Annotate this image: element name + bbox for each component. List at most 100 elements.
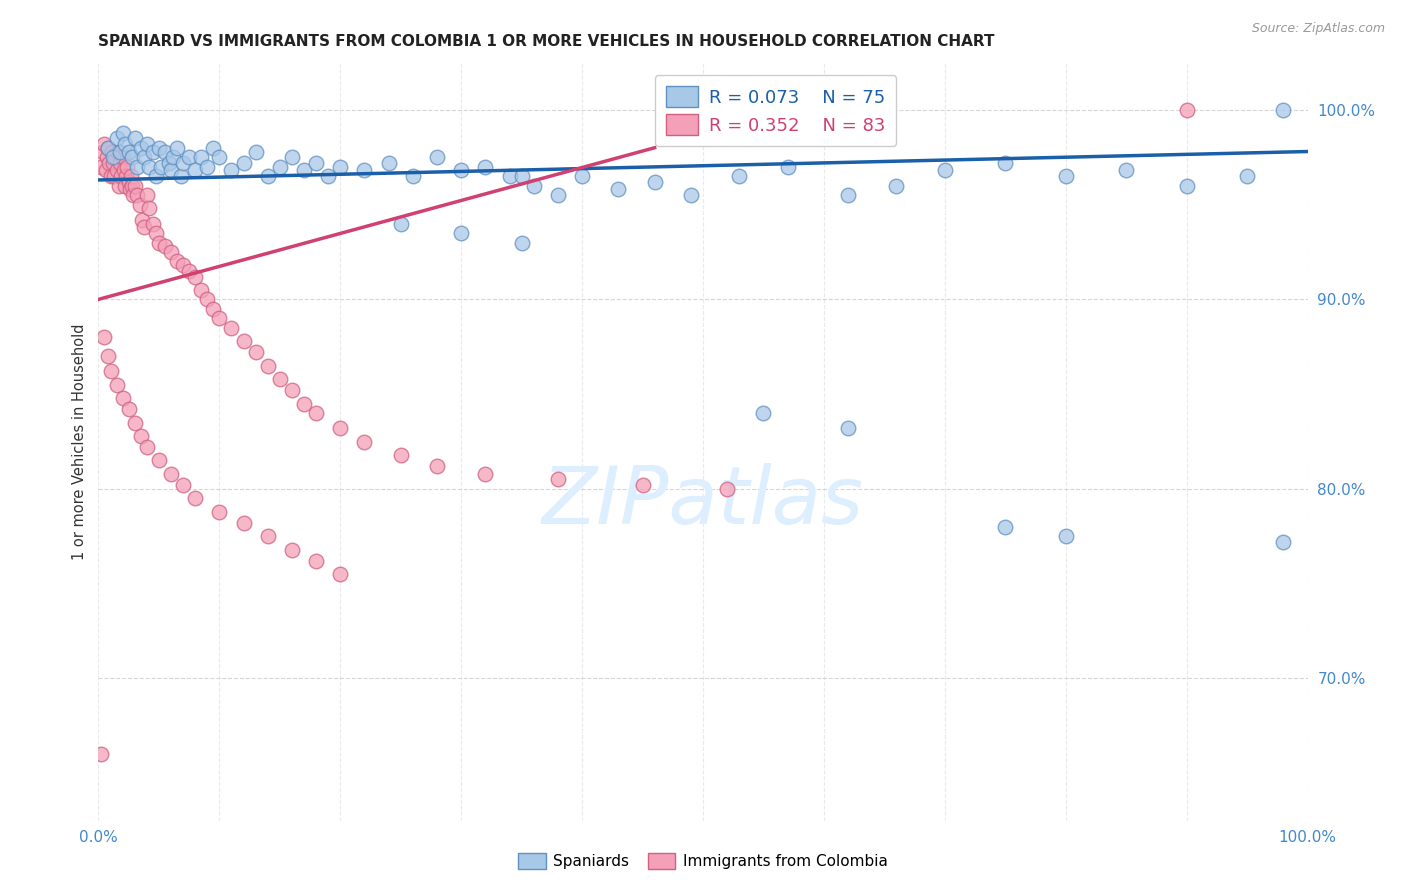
Point	[100, 169, 122, 183]
Point	[269, 160, 291, 174]
Point	[118, 145, 141, 159]
Point	[571, 169, 593, 183]
Point	[202, 301, 225, 316]
Point	[644, 175, 666, 189]
Point	[426, 150, 449, 164]
Point	[153, 239, 176, 253]
Point	[184, 491, 207, 506]
Point	[221, 320, 243, 334]
Point	[256, 359, 278, 373]
Point	[127, 160, 149, 174]
Point	[93, 330, 115, 344]
Point	[402, 169, 425, 183]
Point	[232, 516, 254, 530]
Point	[837, 421, 859, 435]
Point	[114, 178, 136, 193]
Point	[474, 467, 496, 481]
Point	[91, 145, 114, 159]
Point	[90, 160, 112, 174]
Point	[281, 542, 304, 557]
Point	[389, 217, 412, 231]
Point	[305, 406, 328, 420]
Point	[90, 747, 112, 762]
Point	[108, 178, 131, 193]
Point	[107, 145, 129, 159]
Text: ZIPatlas: ZIPatlas	[541, 463, 865, 541]
Point	[108, 145, 131, 159]
Point	[305, 554, 328, 568]
Point	[523, 178, 546, 193]
Point	[728, 169, 751, 183]
Point	[124, 416, 146, 430]
Point	[329, 567, 352, 582]
Text: SPANIARD VS IMMIGRANTS FROM COLOMBIA 1 OR MORE VEHICLES IN HOUSEHOLD CORRELATION: SPANIARD VS IMMIGRANTS FROM COLOMBIA 1 O…	[98, 34, 995, 49]
Point	[776, 160, 799, 174]
Point	[148, 453, 170, 467]
Point	[679, 188, 702, 202]
Point	[752, 406, 775, 420]
Point	[202, 141, 225, 155]
Point	[121, 150, 143, 164]
Point	[1054, 169, 1077, 183]
Point	[190, 283, 212, 297]
Point	[1175, 103, 1198, 117]
Point	[93, 136, 115, 151]
Point	[108, 156, 131, 170]
Point	[118, 175, 141, 189]
Point	[994, 156, 1017, 170]
Point	[281, 150, 304, 164]
Point	[98, 156, 121, 170]
Point	[172, 258, 194, 272]
Point	[121, 178, 143, 193]
Point	[329, 160, 352, 174]
Point	[120, 169, 142, 183]
Point	[96, 150, 118, 164]
Point	[122, 188, 145, 202]
Point	[1272, 103, 1295, 117]
Point	[100, 364, 122, 378]
Point	[111, 391, 134, 405]
Point	[148, 235, 170, 250]
Point	[190, 150, 212, 164]
Point	[160, 244, 183, 259]
Point	[105, 131, 128, 145]
Point	[1236, 169, 1258, 183]
Point	[135, 188, 157, 202]
Point	[547, 472, 569, 486]
Point	[245, 345, 267, 359]
Point	[1175, 178, 1198, 193]
Text: Source: ZipAtlas.com: Source: ZipAtlas.com	[1251, 22, 1385, 36]
Point	[104, 150, 127, 164]
Point	[179, 150, 201, 164]
Point	[150, 160, 173, 174]
Point	[184, 269, 207, 284]
Point	[160, 163, 183, 178]
Point	[118, 182, 141, 196]
Point	[245, 145, 267, 159]
Point	[232, 334, 254, 348]
Point	[547, 188, 569, 202]
Point	[138, 160, 160, 174]
Point	[129, 429, 152, 443]
Point	[101, 150, 124, 164]
Point	[510, 235, 533, 250]
Point	[221, 163, 243, 178]
Point	[631, 478, 654, 492]
Point	[269, 372, 291, 386]
Point	[124, 131, 146, 145]
Point	[498, 169, 520, 183]
Point	[389, 448, 412, 462]
Point	[353, 163, 375, 178]
Point	[162, 150, 184, 164]
Point	[142, 145, 165, 159]
Legend: Spaniards, Immigrants from Colombia: Spaniards, Immigrants from Colombia	[512, 847, 894, 875]
Point	[94, 163, 117, 178]
Point	[195, 160, 218, 174]
Point	[169, 169, 191, 183]
Point	[134, 150, 156, 164]
Point	[127, 188, 149, 202]
Point	[994, 520, 1017, 534]
Point	[114, 136, 136, 151]
Point	[329, 421, 352, 435]
Point	[450, 226, 472, 240]
